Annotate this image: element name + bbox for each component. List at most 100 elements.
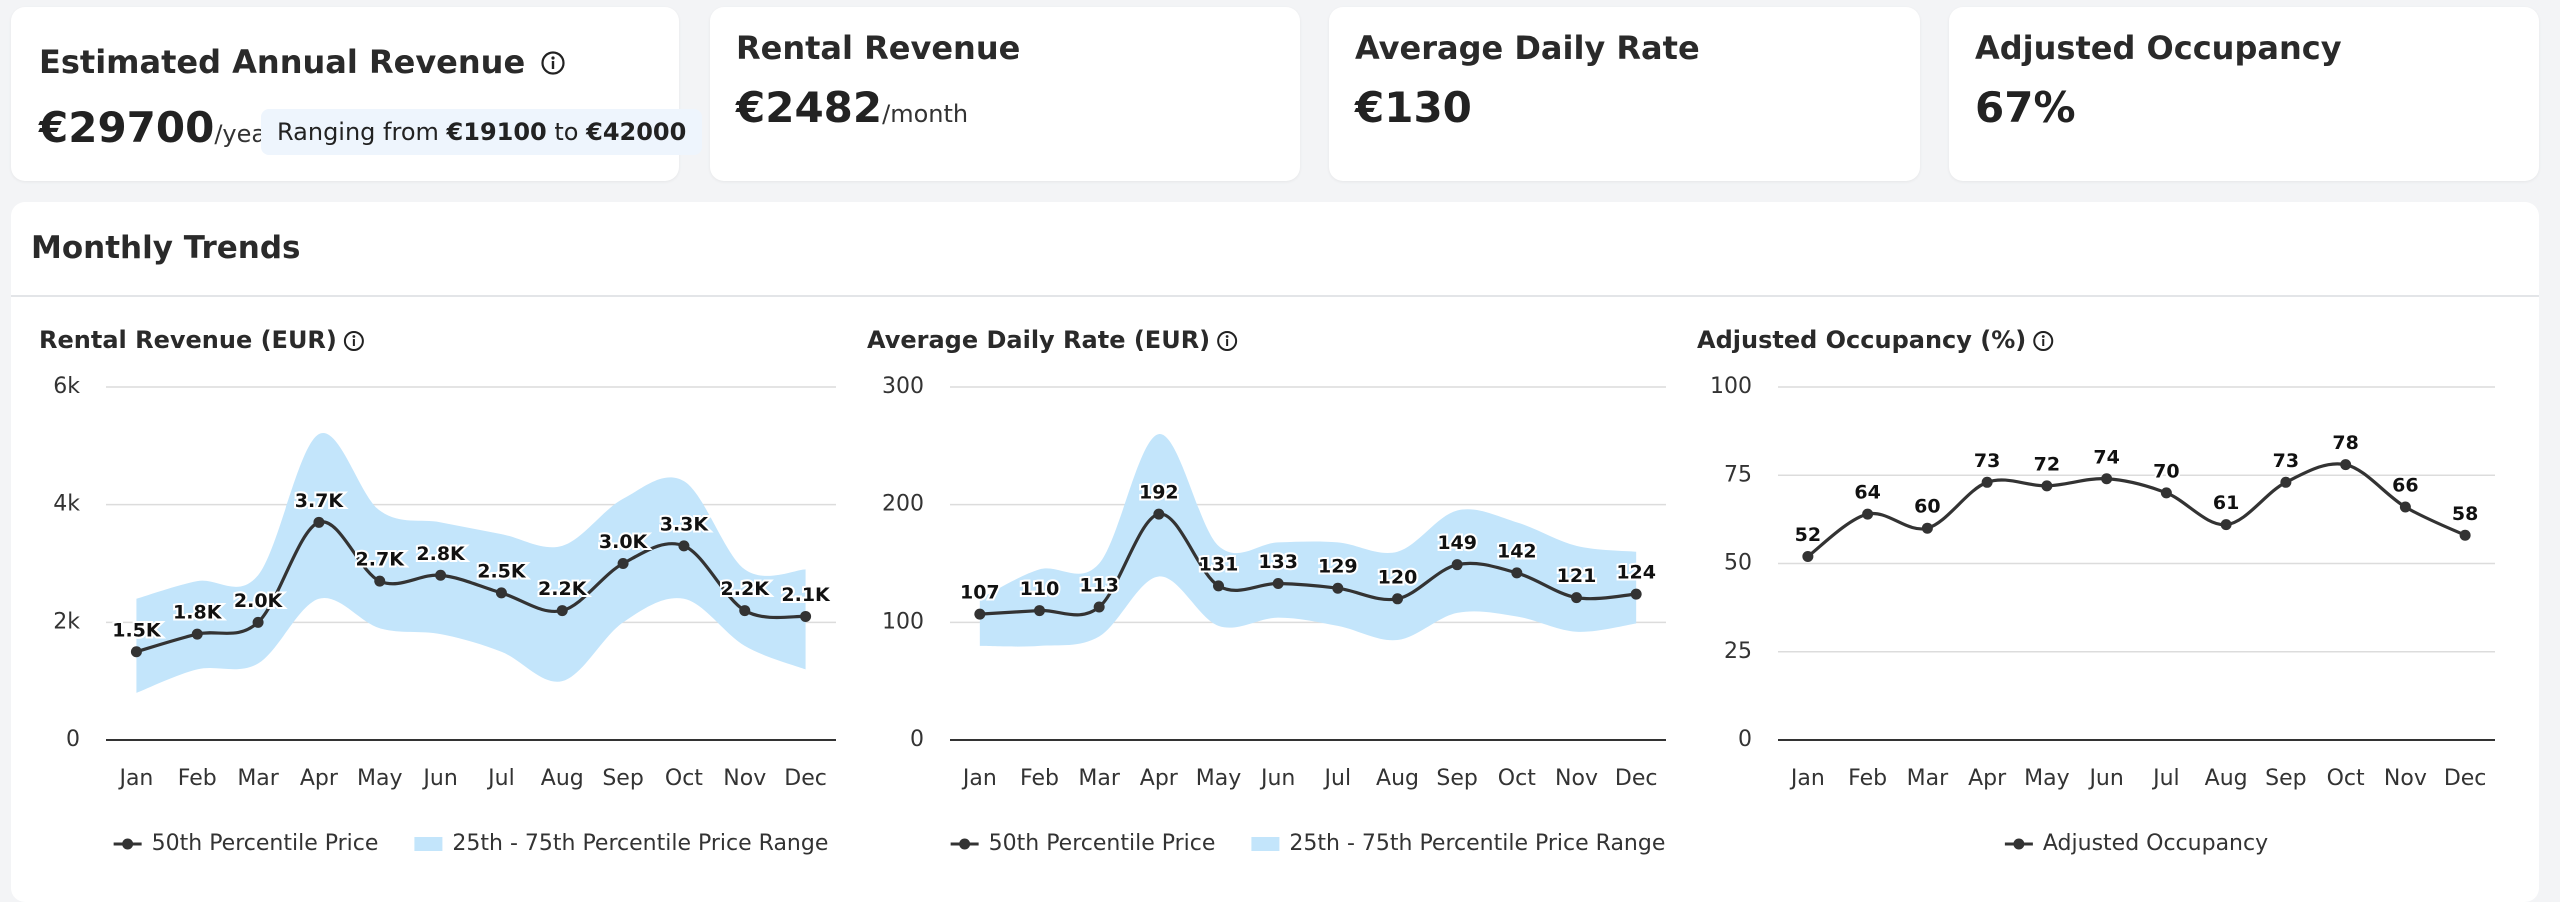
legend-swatch-dot: [2013, 838, 2025, 850]
x-tick-label: Apr: [1140, 766, 1179, 791]
data-point: [739, 605, 751, 617]
legend-label: 50th Percentile Price: [152, 831, 379, 856]
range-mid: to: [554, 118, 579, 146]
x-tick-label: Oct: [665, 766, 703, 791]
data-point: [2280, 476, 2292, 488]
x-tick-label: Jun: [421, 766, 457, 791]
data-label: 60: [1914, 496, 1940, 518]
data-label: 3.3K: [660, 513, 710, 535]
section-title: Monthly Trends: [31, 230, 301, 266]
data-label: 133: [1258, 551, 1298, 573]
info-icon: [541, 51, 565, 75]
legend-item: 50th Percentile Price: [113, 831, 379, 856]
data-label: 192: [1139, 482, 1179, 504]
data-label: 1.5K: [112, 619, 162, 641]
data-point: [1213, 580, 1224, 592]
chart-title: Adjusted Occupancy (%): [1697, 326, 2026, 354]
kpi-unit: /month: [882, 100, 969, 128]
data-label: 78: [2332, 432, 2358, 454]
info-icon: [2033, 331, 2054, 351]
data-label: 72: [2034, 453, 2060, 475]
data-point: [617, 558, 629, 569]
y-tick-label: 100: [1710, 374, 1752, 399]
data-label: 58: [2452, 503, 2478, 525]
kpi-title: Estimated Annual Revenue: [39, 43, 566, 81]
kpi-title: Average Daily Rate: [1355, 29, 1700, 67]
x-tick-label: Sep: [602, 766, 643, 791]
y-tick-label: 2k: [53, 609, 80, 634]
x-tick-label: May: [2024, 766, 2069, 791]
x-tick-label: Mar: [1078, 766, 1120, 791]
data-label: 74: [2093, 446, 2119, 468]
x-tick-label: Jun: [1259, 766, 1295, 791]
x-tick-label: Aug: [1376, 766, 1419, 791]
legend-item: 50th Percentile Price: [950, 831, 1216, 856]
data-label: 2.1K: [781, 584, 831, 606]
data-label: 2.0K: [234, 590, 284, 612]
kpi-title: Adjusted Occupancy: [1975, 29, 2342, 67]
data-point: [1511, 567, 1523, 579]
legend-item: 25th - 75th Percentile Price Range: [414, 831, 828, 856]
data-point: [313, 516, 325, 528]
x-tick-label: Mar: [237, 766, 279, 791]
y-tick-label: 0: [1738, 727, 1752, 752]
data-label: 2.8K: [416, 543, 466, 565]
data-label: 142: [1497, 540, 1537, 562]
data-point: [556, 605, 568, 617]
y-tick-label: 25: [1724, 639, 1752, 664]
y-tick-label: 0: [66, 727, 80, 752]
legend-swatch: [1251, 837, 1280, 851]
x-tick-label: Jul: [486, 766, 515, 791]
x-tick-label: Jan: [1789, 766, 1825, 791]
legend-swatch: [414, 837, 443, 851]
data-point: [1093, 601, 1105, 613]
info-icon-dot: [1225, 335, 1229, 338]
x-tick-label: Aug: [2205, 766, 2248, 791]
data-point: [1862, 508, 1874, 520]
info-icon: [1217, 331, 1238, 351]
data-label: 124: [1616, 562, 1656, 584]
range-high: €42000: [586, 118, 687, 146]
x-tick-label: Feb: [1848, 766, 1887, 791]
legend-label: 25th - 75th Percentile Price Range: [1289, 831, 1665, 856]
data-point: [374, 575, 386, 587]
chart-title: Rental Revenue (EUR): [39, 326, 337, 354]
data-label: 52: [1795, 524, 1821, 546]
x-tick-label: Oct: [2327, 766, 2365, 791]
data-point: [1802, 550, 1814, 562]
data-label: 121: [1557, 565, 1597, 587]
kpi-card: Adjusted Occupancy 67%: [1949, 7, 2539, 181]
data-point: [1571, 592, 1582, 604]
legend-item: 25th - 75th Percentile Price Range: [1251, 831, 1665, 856]
kpi-card: Average Daily Rate €130: [1329, 7, 1920, 181]
x-tick-label: Sep: [1436, 766, 1477, 791]
data-point: [2340, 459, 2352, 471]
kpi-value-text: €29700: [39, 103, 215, 152]
x-tick-label: Nov: [1555, 766, 1598, 791]
x-tick-label: Oct: [1498, 766, 1536, 791]
data-label: 113: [1079, 575, 1119, 597]
info-icon-dot: [2041, 335, 2045, 338]
data-point: [1630, 588, 1642, 600]
x-tick-label: Apr: [300, 766, 339, 791]
data-point: [1153, 508, 1165, 520]
data-point: [678, 540, 690, 552]
data-point: [191, 628, 203, 640]
y-tick-label: 300: [882, 374, 924, 399]
data-label: 73: [1974, 450, 2000, 472]
data-point: [2399, 501, 2411, 513]
kpi-card: Estimated Annual Revenue €29700/year Ran…: [11, 7, 703, 181]
legend-label: 25th - 75th Percentile Price Range: [452, 831, 828, 856]
y-tick-label: 0: [910, 727, 924, 752]
legend-label: 50th Percentile Price: [989, 831, 1216, 856]
data-label: 131: [1199, 553, 1239, 575]
x-tick-label: May: [357, 766, 402, 791]
range-pill: Ranging from €19100 to €42000: [261, 109, 703, 155]
legend: 50th Percentile Price 25th - 75th Percent…: [950, 831, 1665, 856]
info-icon-bar: [352, 339, 355, 346]
data-point: [252, 616, 264, 628]
y-tick-label: 75: [1724, 462, 1752, 487]
data-point: [435, 569, 447, 581]
x-tick-label: Sep: [2265, 766, 2306, 791]
